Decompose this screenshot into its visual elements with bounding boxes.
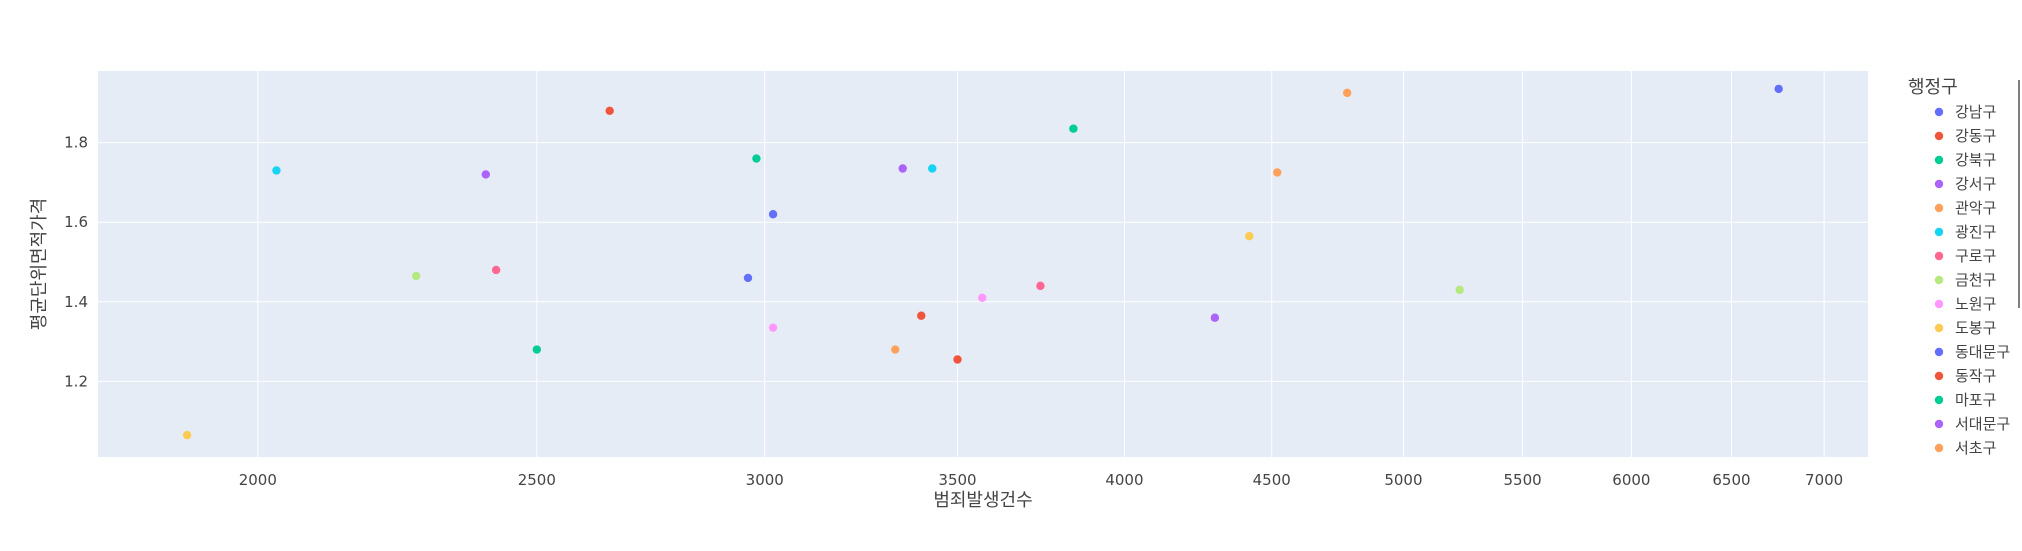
data-point[interactable] <box>411 271 421 281</box>
legend-item[interactable]: 마포구 <box>1934 391 1997 409</box>
legend-marker <box>1934 323 1944 333</box>
x-tick-labels: 2000 2500 3000 3500 4000 4500 5000 5500 6000 6500… <box>239 471 1843 489</box>
data-point[interactable] <box>481 170 490 179</box>
data-point[interactable] <box>1455 285 1464 295</box>
data-point[interactable] <box>1774 84 1783 94</box>
legend-marker <box>1934 347 1944 357</box>
legend-marker <box>1934 107 1944 117</box>
legend-label: 강서구 <box>1955 175 1996 193</box>
legend-label: 강북구 <box>1955 151 1996 169</box>
data-point[interactable] <box>768 210 778 219</box>
legend-label: 서대문구 <box>1955 415 2010 433</box>
legend-marker <box>1934 203 1944 213</box>
legend-item[interactable]: 강남구 <box>1934 103 1997 121</box>
data-points[interactable] <box>182 84 1783 440</box>
data-point[interactable] <box>743 273 753 283</box>
legend-label: 동작구 <box>1955 367 1996 385</box>
legend-marker <box>1934 443 1944 453</box>
legend-marker <box>1934 131 1944 141</box>
x-tick-label: 5500 <box>1504 471 1542 489</box>
legend-marker <box>1934 227 1944 237</box>
legend-item[interactable]: 구로구 <box>1934 247 1997 265</box>
legend-label: 도봉구 <box>1955 319 1996 337</box>
legend-label: 구로구 <box>1955 247 1996 265</box>
legend-marker <box>1934 299 1944 309</box>
legend-label: 강동구 <box>1955 127 1996 145</box>
legend-marker <box>1934 395 1944 405</box>
y-axis-title: 평균단위면적가격 <box>29 198 50 330</box>
data-point[interactable] <box>491 265 501 275</box>
x-tick-label: 5000 <box>1384 471 1422 489</box>
legend-label: 노원구 <box>1955 295 1996 313</box>
plot-background <box>98 71 1868 457</box>
legend-item[interactable]: 관악구 <box>1934 199 1997 217</box>
data-point[interactable] <box>978 293 987 303</box>
legend-marker <box>1934 155 1944 165</box>
legend-scrollbar[interactable] <box>2018 80 2020 308</box>
data-point[interactable] <box>917 311 926 320</box>
x-tick-label: 6000 <box>1612 471 1650 489</box>
data-point[interactable] <box>532 345 542 354</box>
x-tick-label: 6500 <box>1712 471 1750 489</box>
x-tick-label: 4000 <box>1105 471 1143 489</box>
legend-item[interactable]: 동작구 <box>1934 367 1997 385</box>
legend-item[interactable]: 광진구 <box>1934 223 1997 241</box>
legend-marker <box>1934 179 1944 189</box>
data-point[interactable] <box>891 345 900 354</box>
legend-label: 서초구 <box>1955 439 1996 457</box>
data-point[interactable] <box>1245 231 1254 241</box>
data-point[interactable] <box>182 430 192 440</box>
legend-item[interactable]: 금천구 <box>1934 271 1997 289</box>
legend-item[interactable]: 강북구 <box>1934 151 1997 169</box>
legend-marker <box>1934 251 1944 261</box>
y-tick-labels: 1.2 1.4 1.6 1.8 <box>64 134 88 391</box>
data-point[interactable] <box>928 164 937 173</box>
data-point[interactable] <box>768 323 778 332</box>
legend-item[interactable]: 서대문구 <box>1934 415 2010 433</box>
legend-item[interactable]: 노원구 <box>1934 295 1997 313</box>
data-point[interactable] <box>1210 313 1220 322</box>
legend-label: 관악구 <box>1955 199 1996 217</box>
y-tick-label: 1.6 <box>64 213 88 231</box>
y-tick-label: 1.8 <box>64 134 88 152</box>
legend-marker <box>1934 419 1944 429</box>
data-point[interactable] <box>898 164 907 173</box>
legend-label: 마포구 <box>1955 391 1996 409</box>
legend-item[interactable]: 도봉구 <box>1934 319 1997 337</box>
legend-marker <box>1934 371 1944 381</box>
legend-label: 금천구 <box>1955 271 1996 289</box>
x-tick-label: 3500 <box>938 471 976 489</box>
x-tick-label: 4500 <box>1253 471 1291 489</box>
legend-label: 강남구 <box>1955 103 1996 121</box>
legend-item[interactable]: 서초구 <box>1934 439 1997 457</box>
y-tick-label: 1.2 <box>64 372 88 390</box>
data-point[interactable] <box>953 355 962 364</box>
x-tick-label: 2500 <box>518 471 556 489</box>
x-tick-label: 3000 <box>746 471 784 489</box>
legend-item[interactable]: 동대문구 <box>1934 343 2010 361</box>
data-point[interactable] <box>605 106 614 115</box>
x-axis-title: 범죄발생건수 <box>933 490 1032 511</box>
legend-item[interactable]: 강동구 <box>1934 127 1997 145</box>
y-tick-label: 1.4 <box>64 293 88 311</box>
data-point[interactable] <box>1069 124 1078 133</box>
data-point[interactable] <box>1273 168 1282 177</box>
x-tick-label: 2000 <box>239 471 277 489</box>
data-point[interactable] <box>1036 281 1045 291</box>
legend-label: 광진구 <box>1955 223 1996 241</box>
x-tick-label: 7000 <box>1805 471 1843 489</box>
data-point[interactable] <box>752 154 761 163</box>
legend-marker <box>1934 275 1944 285</box>
data-point[interactable] <box>1342 88 1352 98</box>
data-point[interactable] <box>272 166 281 175</box>
legend-item[interactable]: 강서구 <box>1934 175 1997 193</box>
legend[interactable]: 행정구 강남구강동구강북구강서구관악구광진구구로구금천구노원구도봉구동대문구동작… <box>1908 77 2010 457</box>
legend-title: 행정구 <box>1908 77 1958 98</box>
legend-label: 동대문구 <box>1955 343 2010 361</box>
